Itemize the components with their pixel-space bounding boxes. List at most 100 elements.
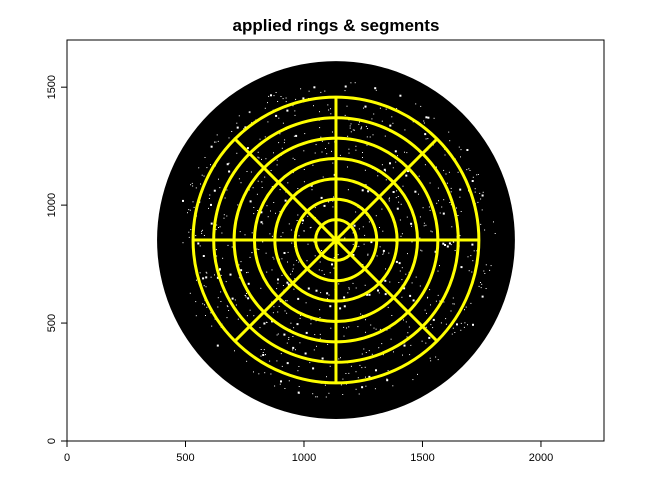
speckle — [331, 263, 333, 266]
speckle — [468, 270, 470, 272]
speckle — [248, 111, 250, 113]
segment-line — [233, 238, 338, 343]
speckle — [219, 270, 221, 272]
speckle — [364, 284, 366, 286]
plot-area — [157, 61, 515, 419]
speckle — [283, 142, 285, 144]
speckle — [296, 259, 298, 261]
speckle — [375, 215, 377, 217]
speckle — [281, 258, 283, 260]
speckle — [292, 172, 294, 174]
speckle — [294, 278, 296, 280]
speckle — [202, 255, 205, 257]
speckle — [293, 135, 295, 137]
speckle — [476, 174, 478, 176]
x-axis: 0 500 1000 1500 2000 — [64, 441, 553, 464]
speckle — [471, 243, 474, 246]
speckle — [362, 157, 363, 158]
speckle — [251, 252, 253, 254]
speckle — [324, 384, 326, 386]
speckle — [437, 187, 439, 189]
speckle — [267, 216, 269, 218]
speckle — [403, 287, 406, 290]
speckle — [279, 301, 281, 303]
speckle — [368, 293, 371, 296]
speckle — [272, 256, 274, 258]
x-tick-label: 0 — [64, 452, 70, 464]
speckle — [398, 262, 401, 265]
segment-line — [334, 238, 439, 343]
speckle — [427, 296, 429, 298]
speckle — [343, 296, 346, 299]
speckle — [210, 203, 212, 206]
speckle — [366, 128, 368, 129]
speckle — [396, 207, 399, 210]
speckle — [378, 347, 380, 349]
speckle — [226, 317, 228, 319]
speckle — [315, 320, 317, 322]
speckle — [228, 310, 230, 311]
speckle — [424, 309, 426, 311]
speckle — [313, 349, 315, 351]
speckle — [286, 281, 289, 284]
speckle — [443, 199, 445, 201]
speckle — [368, 350, 370, 352]
speckle — [286, 362, 289, 365]
speckle — [412, 121, 414, 123]
speckle — [246, 147, 249, 150]
speckle — [439, 265, 440, 267]
speckle — [442, 242, 445, 245]
speckle — [382, 354, 384, 356]
speckle — [458, 146, 460, 148]
speckle — [352, 282, 354, 284]
speckle — [412, 379, 414, 381]
speckle — [257, 210, 259, 211]
speckle — [425, 224, 427, 226]
speckle — [202, 229, 203, 231]
speckle — [287, 182, 289, 184]
speckle — [450, 310, 452, 312]
speckle — [192, 201, 194, 203]
speckle — [322, 176, 324, 178]
speckle — [251, 232, 253, 234]
speckle — [270, 373, 272, 375]
speckle — [374, 388, 376, 390]
speckle — [440, 322, 442, 324]
speckle — [296, 220, 298, 221]
speckle — [293, 327, 295, 329]
speckle — [430, 324, 432, 326]
speckle — [299, 317, 301, 319]
speckle — [456, 323, 458, 326]
speckle — [188, 209, 190, 211]
speckle — [265, 252, 267, 254]
speckle — [249, 112, 251, 114]
speckle — [272, 312, 274, 314]
speckle — [208, 198, 210, 199]
speckle — [384, 293, 387, 296]
speckle — [218, 178, 219, 180]
speckle — [429, 289, 431, 291]
speckle — [195, 187, 197, 189]
speckle — [418, 175, 420, 177]
speckle — [271, 186, 273, 188]
speckle — [226, 215, 228, 217]
speckle — [260, 287, 262, 289]
speckle — [377, 171, 379, 173]
speckle — [319, 261, 321, 263]
speckle — [346, 105, 348, 107]
speckle — [436, 166, 437, 168]
speckle — [419, 216, 421, 218]
speckle — [321, 270, 323, 272]
ring — [252, 157, 419, 324]
speckle — [355, 145, 357, 147]
speckle — [320, 136, 322, 138]
speckle — [281, 274, 283, 276]
speckle — [249, 309, 251, 311]
speckle — [382, 253, 384, 255]
y-tick-label: 500 — [46, 314, 58, 332]
speckle — [253, 315, 255, 317]
segment-line — [334, 137, 439, 242]
speckle — [188, 231, 190, 233]
speckle — [304, 352, 307, 355]
speckle — [240, 269, 243, 272]
